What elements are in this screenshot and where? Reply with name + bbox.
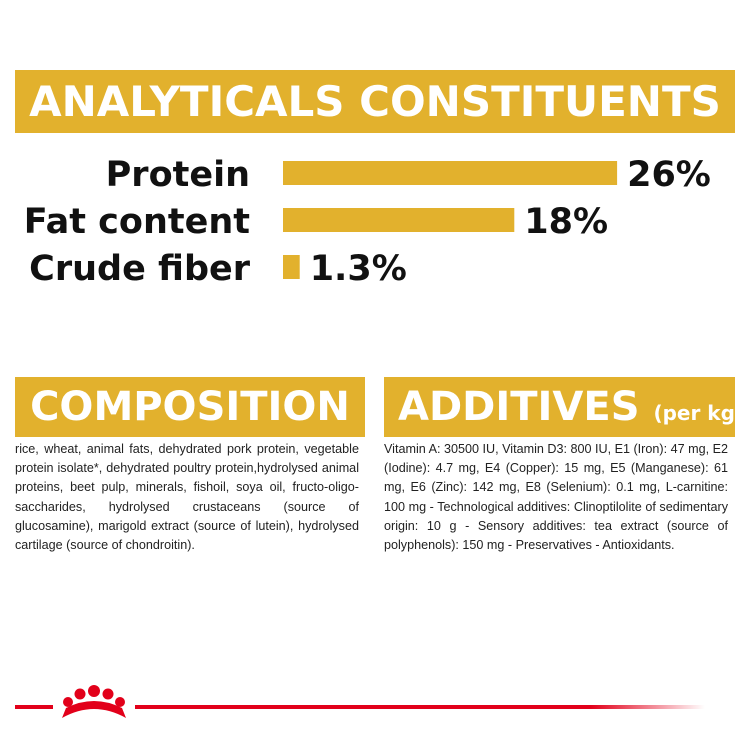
value-label: 1.3% [310,249,407,289]
value-label: 18% [524,202,608,242]
additives-text: Vitamin A: 30500 IU, Vitamin D3: 800 IU,… [384,442,728,553]
crown-logo [62,685,126,718]
category-label: Crude fiber [29,249,251,289]
composition-text: rice, wheat, animal fats, dehydrated por… [15,442,359,553]
composition-title: COMPOSITION [30,384,350,430]
additives-banner: ADDITIVES (per kg) [384,377,744,437]
category-label: Protein [106,155,250,195]
bar [283,161,618,185]
value-label: 26% [627,155,711,195]
analytics-title: ANALYTICALS CONSTITUENTS [29,77,721,126]
bar [283,255,300,279]
additives-title: ADDITIVES [398,384,640,430]
analytics-banner: ANALYTICALS CONSTITUENTS [15,70,735,133]
footer-line [135,705,705,709]
footer-line [15,705,53,709]
composition-banner: COMPOSITION [15,377,365,437]
category-label: Fat content [24,202,250,242]
additives-subtitle: (per kg) [653,401,745,425]
bar [283,208,515,232]
